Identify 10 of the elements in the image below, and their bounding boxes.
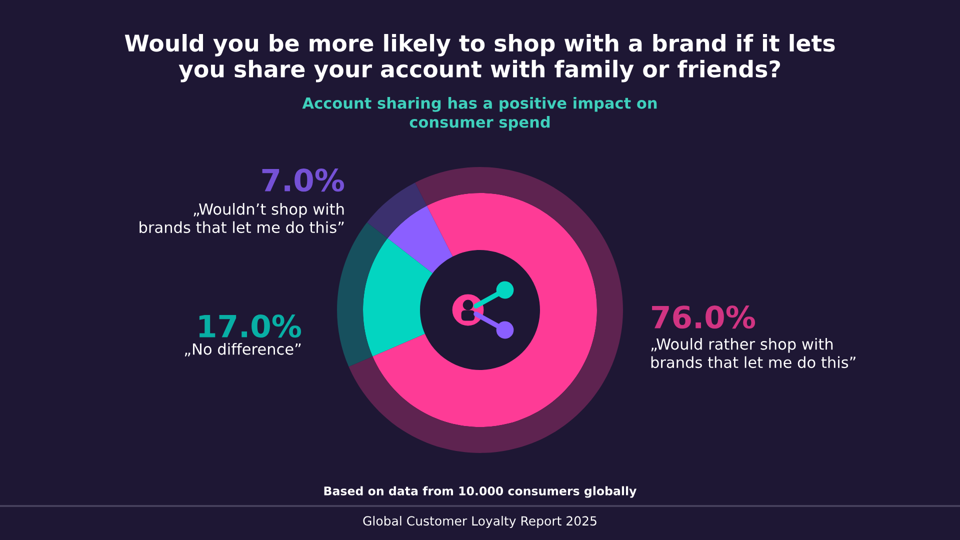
text: 17.0% xyxy=(199,314,302,338)
text: Based on data from 10.000 consumers globally xyxy=(324,486,637,498)
text: 7.0% xyxy=(262,168,344,192)
slice-label: „No difference” xyxy=(184,343,301,356)
slice-label: „Wouldn’t shop with brands that let me do this” xyxy=(140,203,344,234)
slice-label: „Would rather shop with brands that let me do this” xyxy=(651,338,856,368)
chart-subtitle: Account sharing has a positive impact on consumer spend xyxy=(302,97,657,131)
text: 76.0% xyxy=(652,306,756,329)
chart-title: Would you be more likely to shop with a brand if it lets you share your account with family or friends? xyxy=(124,34,835,82)
text: Global Customer Loyalty Report 2025 xyxy=(363,516,596,528)
